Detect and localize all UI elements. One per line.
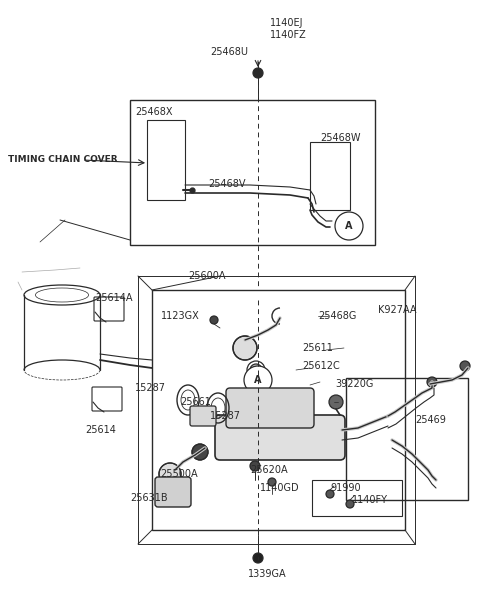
Bar xyxy=(346,378,468,500)
Circle shape xyxy=(268,478,276,486)
Text: 25661: 25661 xyxy=(180,397,211,407)
Text: 15287: 15287 xyxy=(135,383,166,393)
Text: TIMING CHAIN COVER: TIMING CHAIN COVER xyxy=(8,156,118,165)
Bar xyxy=(152,290,405,530)
Circle shape xyxy=(346,500,354,508)
Bar xyxy=(147,120,185,200)
Text: 25468X: 25468X xyxy=(135,107,172,117)
Text: 1140GD: 1140GD xyxy=(260,483,300,493)
Text: 25614: 25614 xyxy=(85,425,116,435)
Text: 1123GX: 1123GX xyxy=(161,311,200,321)
Circle shape xyxy=(326,490,334,498)
Bar xyxy=(310,142,350,210)
Text: 25468U: 25468U xyxy=(210,47,248,57)
Circle shape xyxy=(335,212,363,240)
Text: 25600A: 25600A xyxy=(188,271,226,281)
Text: 15287: 15287 xyxy=(210,411,241,421)
Circle shape xyxy=(329,395,343,409)
FancyBboxPatch shape xyxy=(226,388,314,428)
Text: K927AA: K927AA xyxy=(378,305,417,315)
Text: 25620A: 25620A xyxy=(250,465,288,475)
FancyBboxPatch shape xyxy=(190,406,216,426)
Circle shape xyxy=(250,364,262,376)
Text: 25468V: 25468V xyxy=(208,179,245,189)
Text: 39220G: 39220G xyxy=(335,379,373,389)
Circle shape xyxy=(192,444,208,460)
Text: 25468W: 25468W xyxy=(320,133,360,143)
Text: 25611: 25611 xyxy=(302,343,333,353)
Text: A: A xyxy=(345,221,353,231)
Circle shape xyxy=(233,336,257,360)
Circle shape xyxy=(159,463,181,485)
Circle shape xyxy=(253,68,263,78)
Bar xyxy=(312,480,402,516)
Circle shape xyxy=(247,361,265,379)
Text: 91990: 91990 xyxy=(330,483,360,493)
Circle shape xyxy=(250,461,260,471)
Circle shape xyxy=(427,377,437,387)
Text: 1140FY: 1140FY xyxy=(352,495,388,505)
Text: 1339GA: 1339GA xyxy=(248,569,287,579)
FancyBboxPatch shape xyxy=(155,477,191,507)
Circle shape xyxy=(460,361,470,371)
Text: 25469: 25469 xyxy=(415,415,446,425)
Text: 25631B: 25631B xyxy=(130,493,168,503)
Text: 25500A: 25500A xyxy=(160,469,198,479)
Text: 25612C: 25612C xyxy=(302,361,340,371)
Text: A: A xyxy=(254,375,262,385)
Circle shape xyxy=(253,553,263,563)
Circle shape xyxy=(210,316,218,324)
Text: 25468G: 25468G xyxy=(318,311,356,321)
Bar xyxy=(130,100,375,245)
FancyBboxPatch shape xyxy=(215,415,345,460)
Text: 1140FZ: 1140FZ xyxy=(270,30,307,40)
Text: 1140EJ: 1140EJ xyxy=(270,18,303,28)
Circle shape xyxy=(244,366,272,394)
Text: 25614A: 25614A xyxy=(95,293,132,303)
